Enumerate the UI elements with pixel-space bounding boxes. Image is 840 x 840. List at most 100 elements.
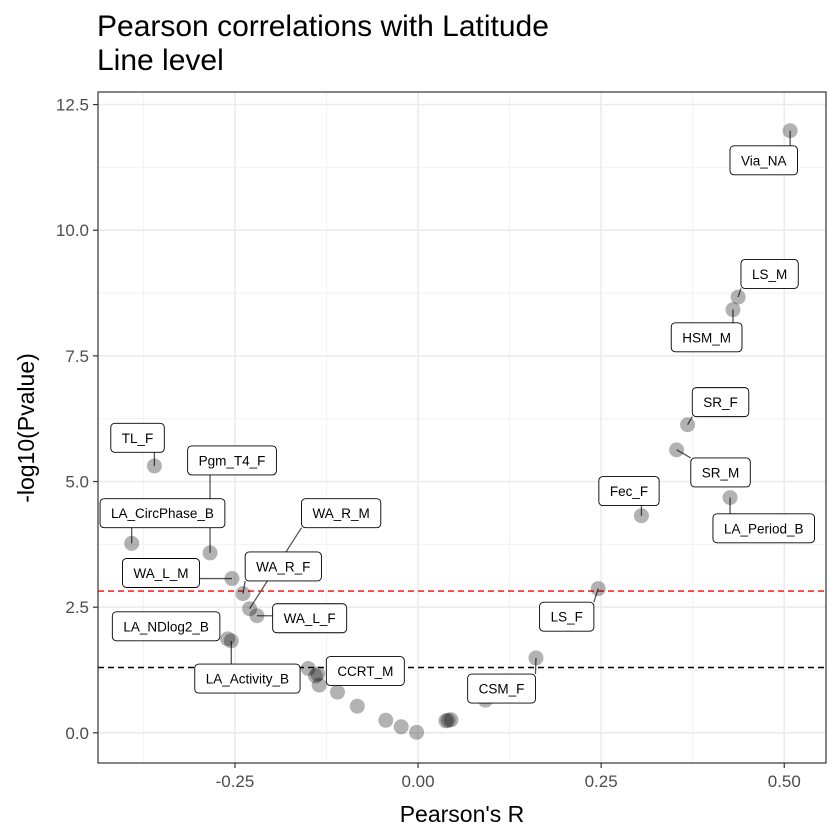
data-point bbox=[443, 712, 459, 728]
point-label: TL_F bbox=[110, 422, 165, 453]
data-point bbox=[680, 417, 696, 433]
label-text: LS_M bbox=[752, 267, 787, 282]
label-text: SR_M bbox=[702, 465, 740, 480]
data-point bbox=[242, 601, 258, 617]
label-text: Pgm_T4_F bbox=[199, 453, 266, 468]
data-point bbox=[528, 650, 544, 666]
data-point bbox=[438, 713, 454, 729]
point-label: CCRT_M bbox=[325, 656, 405, 686]
label-box bbox=[690, 457, 751, 488]
label-text: Fec_F bbox=[610, 484, 648, 499]
label-text: WA_L_F bbox=[284, 611, 336, 626]
label-connector bbox=[737, 288, 742, 298]
point-label: LA_NDlog2_B bbox=[111, 611, 221, 642]
point-label: SR_M bbox=[690, 457, 751, 488]
y-axis-title: -log10(Pvalue) bbox=[13, 353, 39, 503]
data-point bbox=[725, 302, 741, 318]
data-point bbox=[409, 724, 425, 740]
data-point bbox=[782, 123, 798, 139]
data-point bbox=[224, 571, 240, 587]
point-label: LS_F bbox=[539, 601, 595, 632]
data-point bbox=[730, 289, 746, 305]
y-tick-label: 5.0 bbox=[65, 473, 89, 492]
data-point bbox=[722, 490, 738, 506]
label-box bbox=[111, 611, 221, 642]
label-box bbox=[99, 498, 226, 529]
data-point bbox=[329, 684, 345, 700]
label-connector bbox=[593, 588, 599, 603]
label-connector bbox=[242, 580, 246, 594]
point-label: SR_F bbox=[691, 387, 750, 418]
label-box bbox=[301, 498, 382, 529]
label-box bbox=[670, 322, 743, 353]
label-text: LS_F bbox=[551, 610, 583, 625]
label-text: CCRT_M bbox=[337, 664, 393, 679]
plot-border bbox=[97, 91, 827, 764]
data-point bbox=[311, 677, 327, 693]
data-point bbox=[300, 661, 316, 677]
data-point bbox=[249, 608, 265, 624]
label-text: WA_R_F bbox=[256, 559, 310, 574]
y-tick-label: 0.0 bbox=[65, 724, 89, 743]
plot-panel bbox=[98, 92, 826, 763]
x-tick-label: -0.25 bbox=[216, 772, 255, 791]
data-point bbox=[669, 442, 685, 458]
label-box bbox=[272, 603, 348, 634]
point-label: WA_L_F bbox=[272, 603, 348, 634]
point-label: WA_R_F bbox=[244, 551, 322, 582]
axis-ticks: -0.25 0.00 0.25 0.50 0.0 2.5 5.0 7.5 10.0 12.5 bbox=[56, 96, 801, 791]
label-connector bbox=[676, 449, 692, 459]
data-point bbox=[590, 581, 606, 597]
point-label: HSM_M bbox=[670, 322, 743, 353]
y-tick-label: 12.5 bbox=[56, 96, 89, 115]
data-point bbox=[308, 668, 324, 684]
point-label: Pgm_T4_F bbox=[187, 445, 277, 476]
data-point bbox=[310, 666, 326, 682]
data-point bbox=[235, 586, 251, 602]
label-text: WA_L_M bbox=[133, 566, 188, 581]
y-tick-label: 2.5 bbox=[65, 598, 89, 617]
label-box bbox=[110, 422, 165, 453]
label-box bbox=[740, 258, 799, 289]
point-label: LA_CircPhase_B bbox=[99, 498, 226, 529]
label-text: Via_NA bbox=[741, 153, 787, 168]
chart-title: Pearson correlations with Latitude bbox=[97, 10, 549, 43]
label-text: HSM_M bbox=[682, 330, 731, 345]
point-label: Via_NA bbox=[729, 145, 798, 176]
label-connector bbox=[687, 416, 693, 426]
label-connector bbox=[534, 657, 537, 675]
label-box bbox=[539, 601, 595, 632]
data-point bbox=[440, 712, 456, 728]
point-label: CSM_F bbox=[467, 673, 536, 704]
data-point bbox=[124, 535, 140, 551]
data-point bbox=[220, 631, 236, 647]
label-text: SR_F bbox=[703, 395, 738, 410]
chart-subtitle: Line level bbox=[97, 44, 224, 77]
point-label: LA_Period_B bbox=[712, 513, 815, 544]
x-tick-label: 0.00 bbox=[402, 772, 435, 791]
data-point bbox=[393, 719, 409, 735]
label-box bbox=[598, 476, 660, 507]
label-box bbox=[187, 445, 277, 476]
x-axis-title: Pearson's R bbox=[400, 801, 525, 827]
data-points bbox=[124, 123, 798, 740]
point-label: WA_L_M bbox=[122, 558, 200, 588]
data-point bbox=[633, 508, 649, 524]
data-point bbox=[223, 633, 239, 649]
y-tick-label: 7.5 bbox=[65, 347, 89, 366]
label-text: LA_Activity_B bbox=[206, 672, 289, 687]
label-text: TL_F bbox=[122, 431, 154, 446]
label-box bbox=[122, 558, 200, 588]
label-text: WA_R_M bbox=[313, 506, 370, 521]
label-box bbox=[244, 551, 322, 582]
point-label: LS_M bbox=[740, 258, 799, 289]
label-text: LA_NDlog2_B bbox=[123, 619, 209, 634]
label-box bbox=[729, 145, 798, 176]
data-point bbox=[146, 458, 162, 474]
point-label: LA_Activity_B bbox=[194, 663, 301, 694]
point-labels: Via_NA LS_M HSM_M SR_F SR_M LA_Period_B Fec_F L… bbox=[99, 145, 815, 704]
data-point bbox=[349, 698, 365, 714]
label-box bbox=[691, 387, 750, 418]
x-tick-label: 0.25 bbox=[585, 772, 618, 791]
